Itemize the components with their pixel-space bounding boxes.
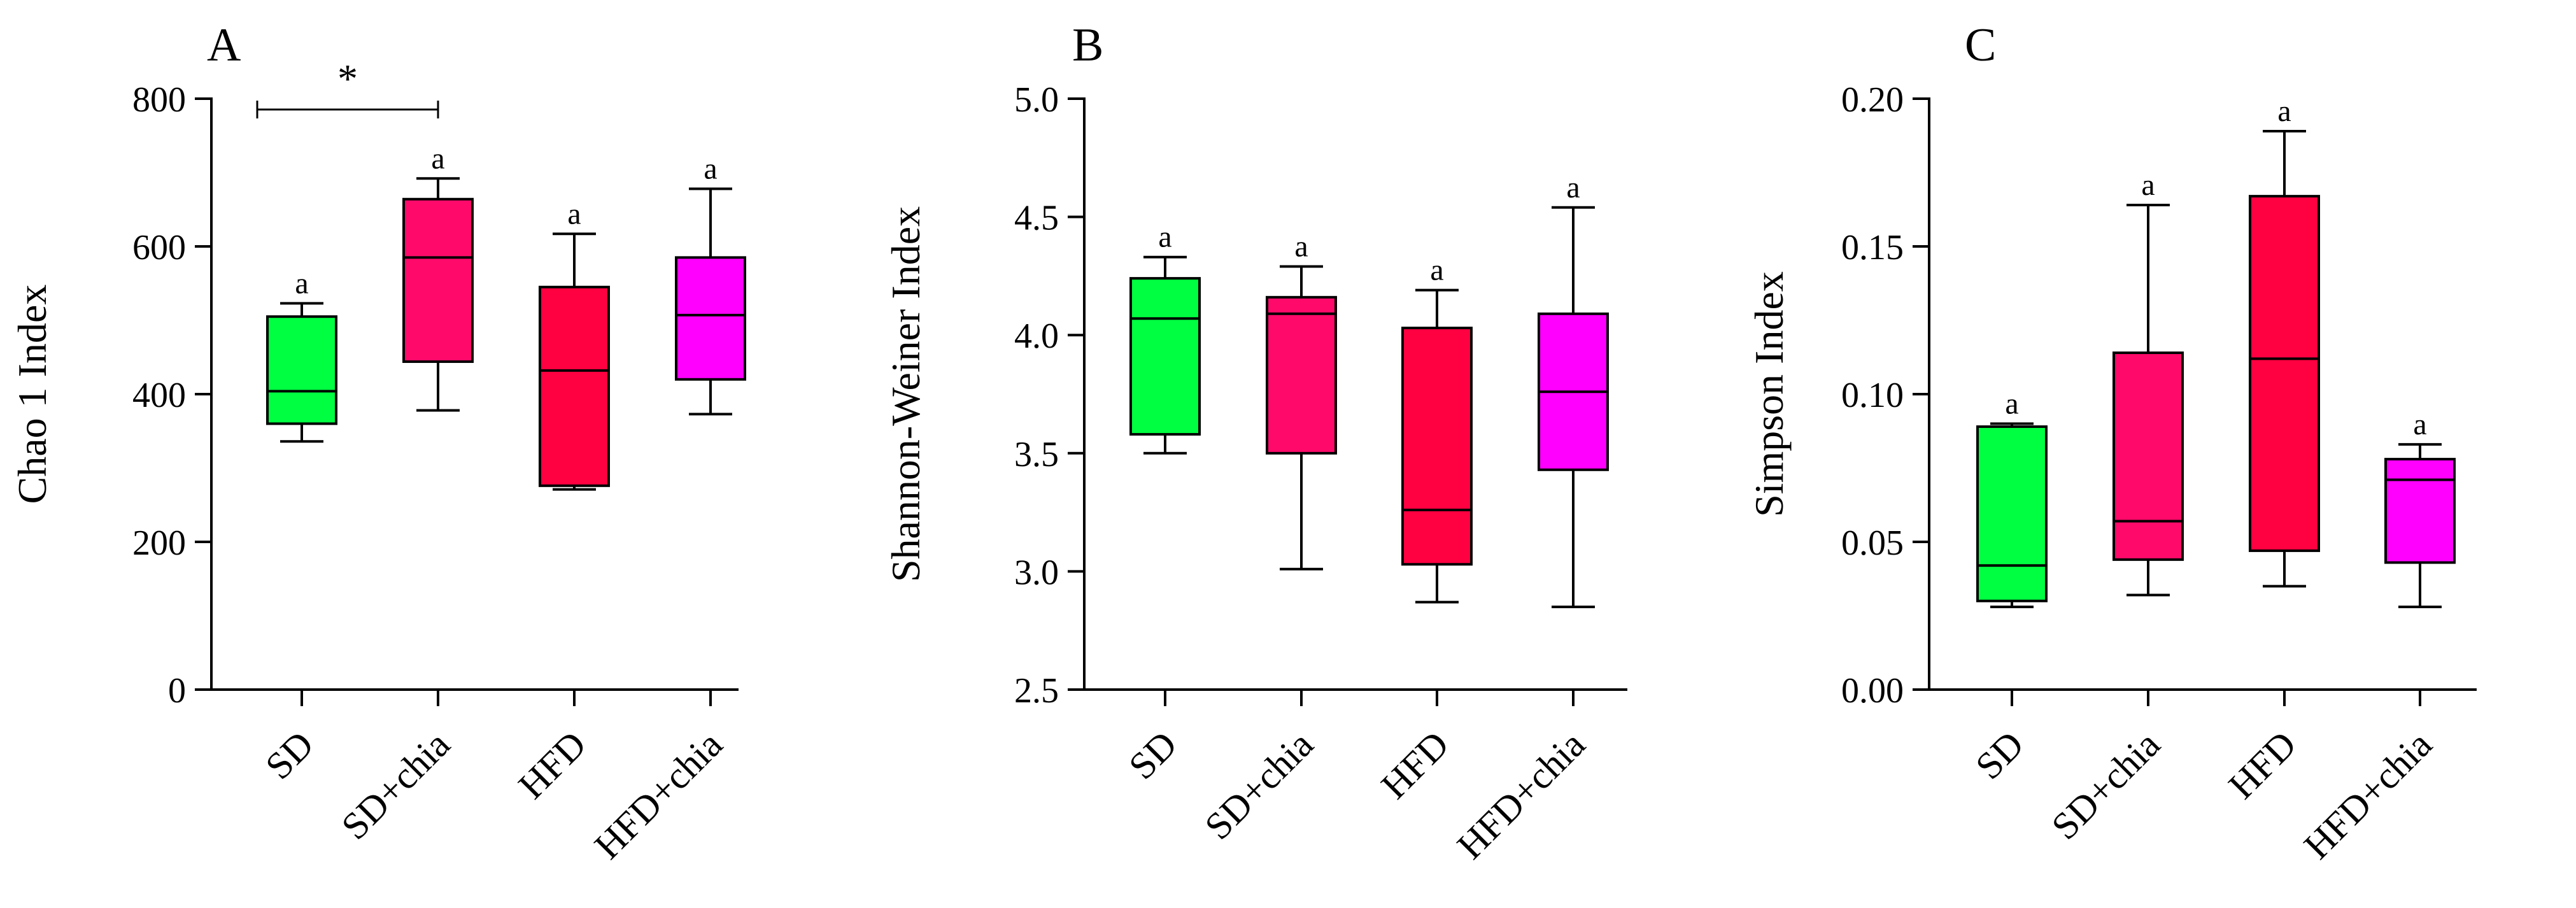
y-tick-label: 4.0 [1014, 316, 1059, 356]
significance-letter: a [704, 152, 717, 186]
x-tick-label-hfd-plus-chia: HFD+chia [2296, 723, 2440, 867]
x-tick-label-hfd: HFD [2221, 723, 2305, 807]
box-hfd-plus-chia: a [1538, 171, 1609, 609]
significance-bracket: * [256, 56, 439, 118]
iqr-box [2384, 458, 2456, 564]
y-tick-label: 4.5 [1014, 199, 1059, 238]
iqr-box [402, 197, 474, 363]
box-hfd: a [2249, 94, 2320, 588]
significance-letter: a [295, 266, 308, 300]
panel-letter: C [1965, 19, 1996, 71]
significance-letter: a [1294, 230, 1308, 264]
panel-letter: B [1072, 19, 1103, 71]
x-tick-label-sd-plus-chia: SD+chia [1197, 723, 1321, 848]
iqr-box [1266, 295, 1337, 455]
x-tick-label-hfd-plus-chia: HFD+chia [586, 723, 730, 867]
y-tick-label: 5.0 [1014, 80, 1059, 120]
box-hfd-plus-chia: a [675, 152, 746, 416]
y-tick-label: 0.20 [1841, 80, 1904, 120]
y-tick-label: 0.05 [1841, 523, 1904, 563]
significance-star: * [337, 56, 358, 101]
y-tick-label: 0.00 [1841, 671, 1904, 711]
y-tick-label: 200 [132, 523, 186, 563]
significance-letter: a [2413, 408, 2426, 441]
significance-letter: a [1566, 171, 1580, 204]
significance-letter: a [1158, 220, 1171, 254]
box-hfd-plus-chia: a [2384, 408, 2456, 609]
iqr-box [675, 256, 746, 381]
y-tick-label: 2.5 [1014, 671, 1059, 711]
y-axis-title: Shannon-Weiner Index [883, 206, 928, 582]
x-tick-label-hfd-plus-chia: HFD+chia [1449, 723, 1593, 867]
significance-letter: a [2277, 94, 2291, 128]
panel-c: C 0.00 0.05 0.10 0.15 0.20 Simpson Index a SD a SD… [1746, 19, 2477, 867]
panel-b: B 2.5 3.0 3.5 4.0 4.5 5.0 Shannon-Weiner Index a… [883, 19, 1627, 867]
x-tick-label-sd: SD [257, 723, 322, 788]
x-tick-label-sd: SD [1967, 723, 2032, 788]
x-tick-label-sd: SD [1121, 723, 1185, 788]
box-sd-plus-chia: a [402, 141, 474, 412]
y-axis-title: Simpson Index [1746, 271, 1792, 517]
iqr-box [1401, 327, 1473, 566]
y-tick-label: 3.0 [1014, 553, 1059, 592]
iqr-box [266, 315, 337, 425]
significance-letter: a [2141, 168, 2155, 202]
y-tick-label: 800 [132, 80, 186, 120]
box-sd-plus-chia: a [1266, 230, 1337, 571]
y-tick-label: 3.5 [1014, 435, 1059, 474]
box-sd: a [1129, 220, 1201, 455]
y-tick-label: 0.10 [1841, 376, 1904, 415]
y-tick-label: 600 [132, 228, 186, 267]
iqr-box [1976, 425, 2048, 602]
x-tick-label-hfd: HFD [511, 723, 595, 807]
y-tick-label: 0 [168, 671, 186, 711]
y-tick-label: 0.15 [1841, 228, 1904, 267]
y-tick-label: 400 [132, 376, 186, 415]
iqr-box [539, 285, 610, 487]
y-axis-title: Chao 1 Index [10, 285, 55, 504]
box-sd: a [266, 266, 337, 443]
iqr-box [1129, 277, 1201, 436]
x-tick-label-sd-plus-chia: SD+chia [2044, 723, 2168, 848]
box-hfd: a [1401, 253, 1473, 604]
significance-letter: a [1430, 253, 1443, 287]
iqr-box [2249, 195, 2320, 552]
box-hfd: a [539, 197, 610, 491]
box-sd-plus-chia: a [2112, 168, 2184, 597]
significance-letter: a [567, 197, 581, 231]
panel-letter: A [207, 19, 241, 71]
x-tick-label-sd-plus-chia: SD+chia [334, 723, 458, 848]
x-tick-label-hfd: HFD [1373, 723, 1457, 807]
significance-letter: a [2005, 387, 2018, 420]
significance-letter: a [431, 141, 444, 175]
iqr-box [2112, 351, 2184, 561]
box-sd: a [1976, 387, 2048, 609]
panel-a: A 0 200 400 600 800 Chao 1 Index a SD a SD+chia a HF… [10, 19, 746, 867]
